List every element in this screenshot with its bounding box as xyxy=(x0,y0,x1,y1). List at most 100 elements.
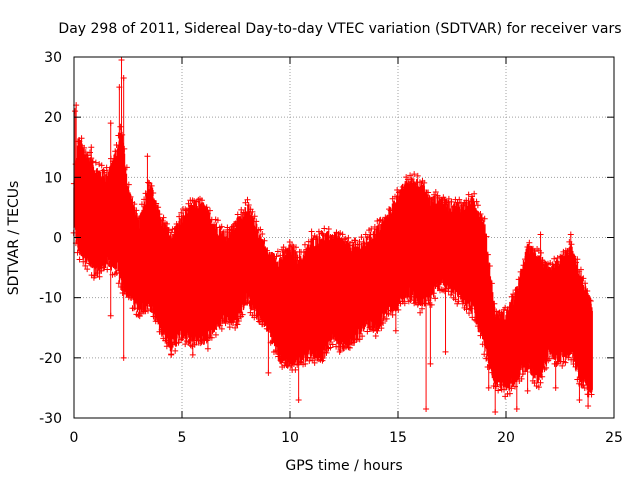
data-point xyxy=(445,195,452,202)
x-axis-label: GPS time / hours xyxy=(285,458,402,474)
data-point xyxy=(115,132,122,139)
data-point xyxy=(211,221,218,228)
data-point xyxy=(501,386,508,393)
data-point xyxy=(552,261,559,268)
data-point xyxy=(232,324,239,331)
data-point xyxy=(471,190,478,197)
data-point xyxy=(272,347,279,354)
data-point xyxy=(175,339,182,346)
data-point xyxy=(414,172,421,179)
data-point xyxy=(277,252,284,259)
data-point xyxy=(277,357,284,364)
data-point xyxy=(234,321,241,328)
data-point xyxy=(379,217,386,224)
data-point xyxy=(481,215,488,222)
data-point xyxy=(554,255,561,262)
data-point xyxy=(434,283,441,290)
x-tick-label: 15 xyxy=(389,430,407,446)
data-point xyxy=(465,191,472,198)
data-point xyxy=(79,250,86,257)
data-point xyxy=(438,286,445,293)
data-point xyxy=(76,256,83,263)
data-point xyxy=(172,225,179,232)
data-point xyxy=(203,204,210,211)
data-point xyxy=(486,362,493,369)
data-point xyxy=(346,242,353,249)
data-point xyxy=(208,334,215,341)
data-point xyxy=(491,300,498,307)
data-point xyxy=(313,233,320,240)
x-tick-labels: 0 5 10 15 20 25 xyxy=(70,430,623,446)
data-point xyxy=(147,302,154,309)
data-point xyxy=(582,280,589,287)
data-point xyxy=(392,305,399,312)
data-point xyxy=(407,172,414,179)
data-point xyxy=(246,300,253,307)
data-point xyxy=(568,356,575,363)
data-point xyxy=(98,267,105,274)
data-point xyxy=(72,108,79,115)
data-point xyxy=(459,202,466,209)
data-point xyxy=(265,369,272,376)
data-point xyxy=(158,217,165,224)
data-point xyxy=(293,244,300,251)
data-point xyxy=(304,246,311,253)
data-point xyxy=(182,206,189,213)
data-point xyxy=(382,214,389,221)
data-point xyxy=(284,247,291,254)
data-point xyxy=(423,405,430,412)
data-point xyxy=(535,384,542,391)
data-point xyxy=(432,295,439,302)
data-point xyxy=(148,182,155,189)
data-point xyxy=(169,226,176,233)
data-point xyxy=(274,248,281,255)
data-point xyxy=(185,200,192,207)
data-point xyxy=(163,220,170,227)
data-point xyxy=(173,221,180,228)
data-point xyxy=(552,384,559,391)
data-point xyxy=(414,301,421,308)
data-point xyxy=(432,189,439,195)
data-point xyxy=(489,369,496,376)
data-point xyxy=(425,189,432,196)
data-point xyxy=(397,189,404,196)
data-point xyxy=(106,167,113,174)
y-tick-label: -20 xyxy=(39,351,62,367)
y-tick-label: -10 xyxy=(39,291,62,307)
data-point xyxy=(495,387,502,394)
data-point xyxy=(280,244,287,251)
data-point xyxy=(158,326,165,333)
data-point xyxy=(346,344,353,351)
y-tick-label: -30 xyxy=(39,411,62,427)
data-point xyxy=(416,179,423,186)
data-point xyxy=(358,234,365,241)
data-point xyxy=(96,161,103,168)
data-point xyxy=(311,359,318,366)
data-point xyxy=(537,231,544,238)
data-point xyxy=(457,293,464,300)
data-point xyxy=(471,316,478,323)
data-point xyxy=(383,215,390,222)
data-point xyxy=(525,363,532,370)
data-point xyxy=(467,305,474,312)
data-point xyxy=(84,266,91,273)
x-tick-label: 25 xyxy=(605,430,623,446)
data-point xyxy=(163,343,170,350)
data-point xyxy=(352,237,359,244)
data-point xyxy=(150,189,157,196)
data-point xyxy=(137,215,144,222)
data-point xyxy=(450,203,457,210)
data-point xyxy=(442,199,449,206)
data-point xyxy=(474,202,481,209)
data-point xyxy=(515,276,522,283)
data-point xyxy=(403,291,410,298)
data-point xyxy=(318,230,325,237)
data-point xyxy=(479,341,486,348)
data-point xyxy=(574,256,581,263)
data-point xyxy=(218,223,225,230)
data-point xyxy=(372,333,379,340)
data-point xyxy=(528,368,535,375)
data-point xyxy=(275,353,282,360)
data-point xyxy=(332,246,339,253)
